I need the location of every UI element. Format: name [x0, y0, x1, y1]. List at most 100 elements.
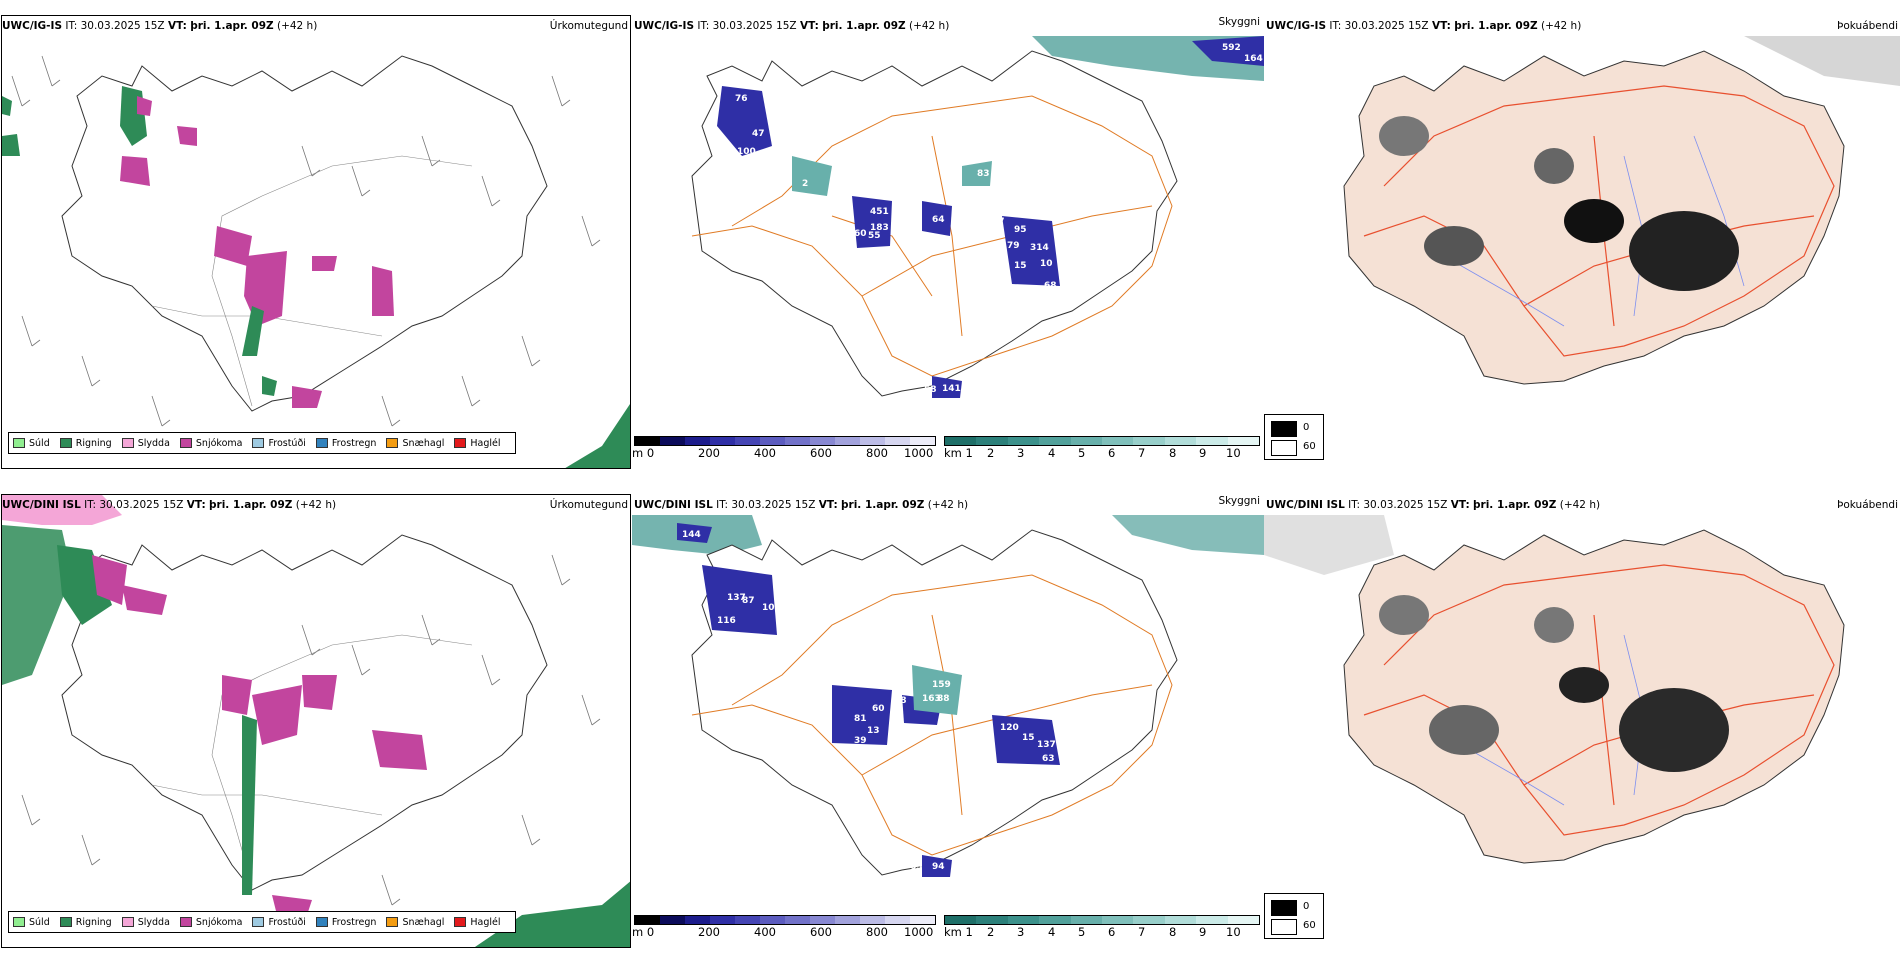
- vis-label: 164: [1244, 54, 1263, 64]
- vis-label: 58: [924, 385, 937, 395]
- panel-header: UWC/IG-IS IT: 30.03.2025 15Z VT: þri. 1.…: [2, 20, 318, 32]
- cloud-legend-swatch-60: [1271, 440, 1297, 456]
- visibility-colorbar-swatch: [1070, 916, 1102, 924]
- vis-label: 87: [742, 596, 755, 606]
- legend-item-frostregn: Frostregn: [315, 438, 376, 449]
- cloud-legend-label-60: 60: [1303, 441, 1316, 452]
- legend-item-sudl: Súld: [13, 917, 50, 928]
- visibility-colorbar-ticks: km 1 2 3 4 5 6 7 8 9 10: [944, 925, 1241, 939]
- vis-label: 60: [854, 229, 867, 239]
- vis-label: 68: [1044, 281, 1057, 291]
- ceiling-colorbar-swatch: [760, 916, 785, 924]
- vis-label: 120: [1000, 723, 1019, 733]
- visibility-colorbars: m 0 200 400 600 800 1000 km 1 2 3 4 5 6 …: [632, 915, 1264, 945]
- legend-item-rigning: Rigning: [59, 438, 112, 449]
- ceiling-colorbar-swatch: [735, 916, 760, 924]
- precip-type-panel: Súld Rigning Slydda Snjókoma Frostúði Fr…: [0, 487, 632, 959]
- legend-item-snaehagl: Snæhagl: [386, 438, 444, 449]
- ceiling-colorbar-swatch: [710, 916, 735, 924]
- panel-title: Þokuábendi: [1837, 20, 1898, 32]
- cloud-legend-swatch-0: [1271, 421, 1297, 437]
- vis-label: 163: [922, 694, 941, 704]
- vis-label: 55: [742, 563, 755, 573]
- legend-item-haglel: Haglél: [454, 917, 501, 928]
- ceiling-colorbar-swatch: [860, 437, 885, 445]
- vis-label: 65: [910, 862, 923, 872]
- cloud-legend-label-60: 60: [1303, 920, 1316, 931]
- visibility-colorbar-swatch: [1039, 916, 1071, 924]
- panel-title: Skyggni: [1218, 16, 1261, 28]
- vis-label: 137: [1037, 740, 1056, 750]
- vis-label: 159: [932, 680, 951, 690]
- visibility-colorbar-swatch: [1196, 437, 1228, 445]
- precip-type-legend: Súld Rigning Slydda Snjókoma Frostúði Fr…: [8, 911, 516, 933]
- ceiling-colorbar-swatch: [910, 916, 935, 924]
- forecast-row-dini-isl: Súld Rigning Slydda Snjókoma Frostúði Fr…: [0, 487, 1900, 967]
- panel-header: UWC/DINI ISL IT: 30.03.2025 15Z VT: þri.…: [2, 499, 337, 511]
- precip-type-map: [2, 55, 630, 468]
- vis-label: 2: [802, 179, 808, 189]
- vis-label: 592: [1222, 43, 1241, 53]
- panel-title: Úrkomutegund: [549, 20, 628, 32]
- vis-label: 63: [1042, 754, 1055, 764]
- vis-label: 94: [932, 862, 945, 872]
- vis-label: 144: [682, 530, 701, 540]
- ceiling-colorbar-swatch: [660, 437, 685, 445]
- ceiling-colorbar-swatch: [785, 916, 810, 924]
- cloud-map: [1264, 515, 1845, 864]
- cloud-legend-label-0: 0: [1303, 422, 1310, 433]
- ceiling-colorbar-swatch: [685, 437, 710, 445]
- precip-type-panel: Súld Rigning Slydda Snjókoma Frostúði Fr…: [0, 8, 632, 480]
- vis-label: 97: [992, 217, 1005, 227]
- vis-label: 183: [870, 223, 889, 233]
- ceiling-colorbar-ticks: m 0 200 400 600 800 1000: [632, 446, 934, 460]
- visibility-colorbar-swatch: [945, 916, 977, 924]
- vis-label: 83: [977, 169, 990, 179]
- precip-type-map-frame: Súld Rigning Slydda Snjókoma Frostúði Fr…: [1, 494, 631, 948]
- cloud-map: [1343, 36, 1900, 385]
- ceiling-colorbar-swatch: [885, 916, 910, 924]
- forecast-row-ig-is: Súld Rigning Slydda Snjókoma Frostúði Fr…: [0, 8, 1900, 488]
- vis-label: 116: [717, 616, 736, 626]
- vis-label: 14: [722, 147, 735, 157]
- vis-label: 10: [1040, 259, 1053, 269]
- vis-label: 18: [894, 696, 907, 706]
- vis-label: 451: [870, 207, 889, 217]
- legend-item-snaehagl: Snæhagl: [386, 917, 444, 928]
- visibility-colorbar-swatch: [1133, 916, 1165, 924]
- ceiling-colorbar-swatch: [860, 916, 885, 924]
- legend-item-frostudi: Frostúði: [252, 917, 306, 928]
- vis-label: 141: [942, 384, 961, 394]
- ceiling-colorbar-swatch: [785, 437, 810, 445]
- vis-label: 95: [1014, 225, 1027, 235]
- vis-label: 47: [752, 129, 765, 139]
- vis-label: 64: [932, 215, 945, 225]
- visibility-colorbar-swatch: [1101, 916, 1134, 924]
- ceiling-colorbar-swatch: [635, 916, 660, 924]
- vis-label: 45: [942, 154, 955, 164]
- vis-label: 106: [762, 603, 781, 613]
- vis-label: 13: [867, 726, 880, 736]
- ceiling-colorbar-swatch: [910, 437, 935, 445]
- legend-item-sudl: Súld: [13, 438, 50, 449]
- vis-label: 81: [854, 714, 867, 724]
- visibility-colorbar-swatch: [1007, 437, 1040, 445]
- visibility-colorbar-swatch: [976, 437, 1008, 445]
- legend-item-slydda: Slydda: [121, 438, 170, 449]
- visibility-colorbars: m 0 200 400 600 800 1000 km 1 2 3 4 5 6 …: [632, 436, 1264, 466]
- vis-label: 76: [735, 94, 748, 104]
- panel-title: Þokuábendi: [1837, 499, 1898, 511]
- legend-item-frostudi: Frostúði: [252, 438, 306, 449]
- ceiling-colorbar-swatch: [635, 437, 660, 445]
- ceiling-colorbar: [634, 915, 936, 925]
- legend-item-slydda: Slydda: [121, 917, 170, 928]
- visibility-colorbar-swatch: [1007, 916, 1040, 924]
- cloud-legend-swatch-60: [1271, 919, 1297, 935]
- vis-label: 55: [868, 231, 881, 241]
- legend-item-frostregn: Frostregn: [315, 917, 376, 928]
- vis-label: 215: [1072, 518, 1091, 528]
- visibility-colorbar-swatch: [1101, 437, 1134, 445]
- ceiling-colorbar-swatch: [710, 437, 735, 445]
- vis-label: 39: [854, 736, 867, 746]
- visibility-colorbar-swatch: [1196, 916, 1228, 924]
